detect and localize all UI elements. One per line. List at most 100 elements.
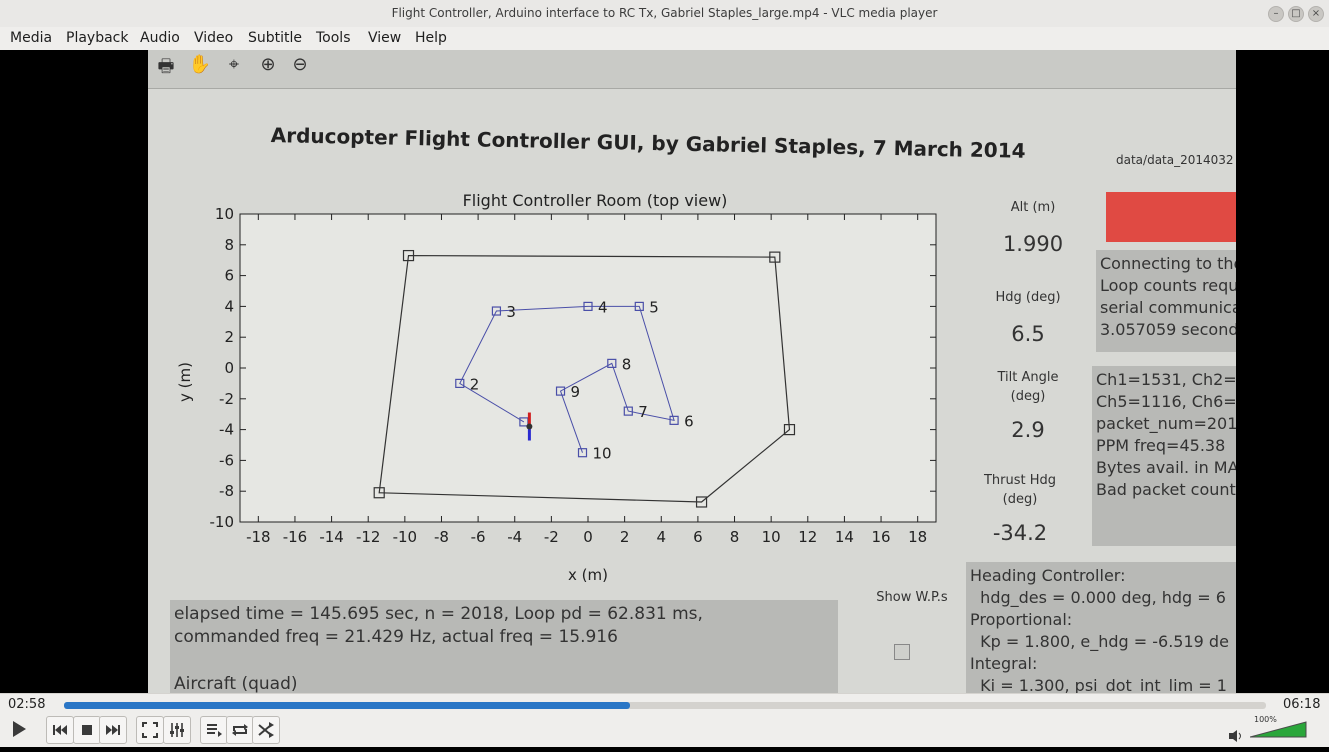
- x-tick-label: -12: [356, 528, 381, 546]
- channel-line: Bytes avail. in MA: [1096, 458, 1236, 477]
- shuffle-button[interactable]: [252, 716, 280, 744]
- menu-help[interactable]: Help: [415, 30, 447, 46]
- waypoint-marker: [455, 378, 465, 388]
- x-tick-label: 18: [908, 528, 927, 546]
- loop-button[interactable]: [226, 716, 254, 744]
- tilt-value: 2.9: [1011, 418, 1045, 442]
- menu-video[interactable]: Video: [194, 30, 234, 46]
- elapsed-panel: elapsed time = 145.695 sec, n = 2018, Lo…: [170, 600, 838, 693]
- print-icon: 🖶: [157, 56, 175, 77]
- gui-toolbar: 🖶 ✋ ⌖ ⊕ ⊖: [148, 50, 1236, 89]
- volume-percent: 100%: [1254, 715, 1277, 724]
- y-tick-label: -8: [219, 482, 234, 500]
- menu-bar: Media Playback Audio Video Subtitle Tool…: [0, 27, 1329, 51]
- channel-panel: Ch1=1531, Ch2= Ch5=1116, Ch6= packet_num…: [1092, 366, 1236, 546]
- elapsed-line-2: commanded freq = 21.429 Hz, actual freq …: [174, 627, 618, 647]
- tilt-label: Tilt Angle: [997, 370, 1059, 385]
- data-path: data/data_2014032: [1116, 153, 1234, 167]
- stop-button[interactable]: [73, 716, 101, 744]
- skip-forward-icon: [106, 725, 120, 735]
- seek-progress: [64, 702, 631, 709]
- previous-button[interactable]: [46, 716, 74, 744]
- stop-icon: [82, 725, 92, 735]
- zoom-out-icon: ⊖: [292, 54, 308, 75]
- show-wps-checkbox[interactable]: [894, 644, 910, 660]
- fullscreen-button[interactable]: [136, 716, 164, 744]
- waypoint-marker: [491, 306, 502, 316]
- room-plot: Flight Controller Room (top view) x (m) …: [176, 191, 937, 584]
- y-tick-label: -4: [219, 421, 234, 439]
- waypoint-label: 8: [622, 355, 632, 373]
- x-tick-label: 2: [620, 528, 630, 546]
- x-tick-label: -4: [507, 528, 522, 546]
- heading-line: Heading Controller:: [970, 566, 1126, 585]
- skip-back-icon: [53, 725, 67, 735]
- room-corner-marker: [695, 496, 708, 508]
- room-corner-marker: [402, 249, 415, 262]
- channel-line: PPM freq=45.38: [1096, 436, 1226, 455]
- connection-log: Connecting to the Loop counts requi seri…: [1096, 250, 1236, 352]
- video-area[interactable]: 🖶 ✋ ⌖ ⊕ ⊖ Arducopter Flight Controller G…: [0, 50, 1329, 693]
- thrust-hdg-label: Thrust Hdg: [983, 473, 1057, 488]
- menu-tools[interactable]: Tools: [316, 30, 351, 46]
- menu-media[interactable]: Media: [10, 30, 53, 46]
- channel-line: Ch5=1116, Ch6=: [1096, 392, 1236, 411]
- play-button[interactable]: [5, 716, 31, 742]
- seek-bar[interactable]: [64, 702, 1266, 709]
- heading-controller-panel: Heading Controller: hdg_des = 0.000 deg,…: [966, 562, 1236, 693]
- x-tick-label: 0: [583, 528, 593, 546]
- maximize-button[interactable]: □: [1288, 6, 1304, 22]
- heading-line: Proportional:: [970, 610, 1073, 629]
- close-button[interactable]: ×: [1308, 6, 1324, 22]
- log-line: Loop counts requi: [1100, 276, 1236, 295]
- title-bar: Flight Controller, Arduino interface to …: [0, 0, 1329, 28]
- show-wps-label: Show W.P.s: [876, 590, 948, 605]
- waypoint-marker: [607, 358, 617, 368]
- waypoint-label: 6: [684, 412, 694, 430]
- x-axis-label: x (m): [568, 566, 608, 584]
- x-tick-label: 8: [730, 528, 740, 546]
- x-tick-label: 4: [656, 528, 666, 546]
- waypoint-marker: [669, 415, 679, 425]
- playlist-button[interactable]: [200, 716, 228, 744]
- waypoint-label: 5: [649, 298, 659, 316]
- extended-settings-button[interactable]: [163, 716, 191, 744]
- x-tick-label: 16: [872, 528, 891, 546]
- thrust-hdg-value: -34.2: [992, 521, 1048, 545]
- volume-level: [1250, 721, 1307, 738]
- elapsed-line-1: elapsed time = 145.695 sec, n = 2018, Lo…: [174, 604, 703, 624]
- waypoint-marker: [577, 448, 588, 458]
- next-button[interactable]: [99, 716, 127, 744]
- room-corner-marker: [373, 487, 385, 499]
- log-line: Connecting to the: [1100, 254, 1236, 273]
- gui-title: Arducopter Flight Controller GUI, by Gab…: [270, 123, 1026, 163]
- equalizer-icon: [170, 723, 184, 737]
- hdg-label: Hdg (deg): [995, 290, 1061, 305]
- log-line: serial communicat: [1100, 298, 1236, 317]
- data-cursor-icon: ⌖: [228, 54, 240, 75]
- menu-view[interactable]: View: [368, 30, 402, 46]
- channel-line: Ch1=1531, Ch2=: [1096, 370, 1236, 389]
- x-tick-label: -16: [283, 528, 308, 546]
- y-tick-label: -6: [219, 451, 234, 469]
- minimize-button[interactable]: –: [1268, 6, 1284, 22]
- alt-label: Alt (m): [1010, 200, 1056, 215]
- run-button[interactable]: [1106, 192, 1236, 242]
- loop-icon: [232, 724, 248, 736]
- x-tick-label: -2: [544, 528, 559, 546]
- y-tick-label: 0: [224, 359, 234, 377]
- menu-audio[interactable]: Audio: [140, 30, 180, 46]
- waypoint-label: 9: [571, 383, 581, 401]
- x-tick-label: 6: [693, 528, 703, 546]
- menu-subtitle[interactable]: Subtitle: [248, 30, 303, 46]
- elapsed-time: 02:58: [8, 697, 46, 712]
- alt-value: 1.990: [1002, 232, 1064, 256]
- waypoint-label: 4: [598, 298, 608, 316]
- volume-slider[interactable]: 100%: [1250, 715, 1308, 738]
- y-tick-label: 6: [224, 267, 234, 285]
- menu-playback[interactable]: Playback: [66, 30, 129, 46]
- x-tick-label: -6: [471, 528, 486, 546]
- y-axis-label: y (m): [176, 362, 194, 402]
- x-tick-label: -8: [434, 528, 449, 546]
- volume-icon[interactable]: [1227, 728, 1243, 744]
